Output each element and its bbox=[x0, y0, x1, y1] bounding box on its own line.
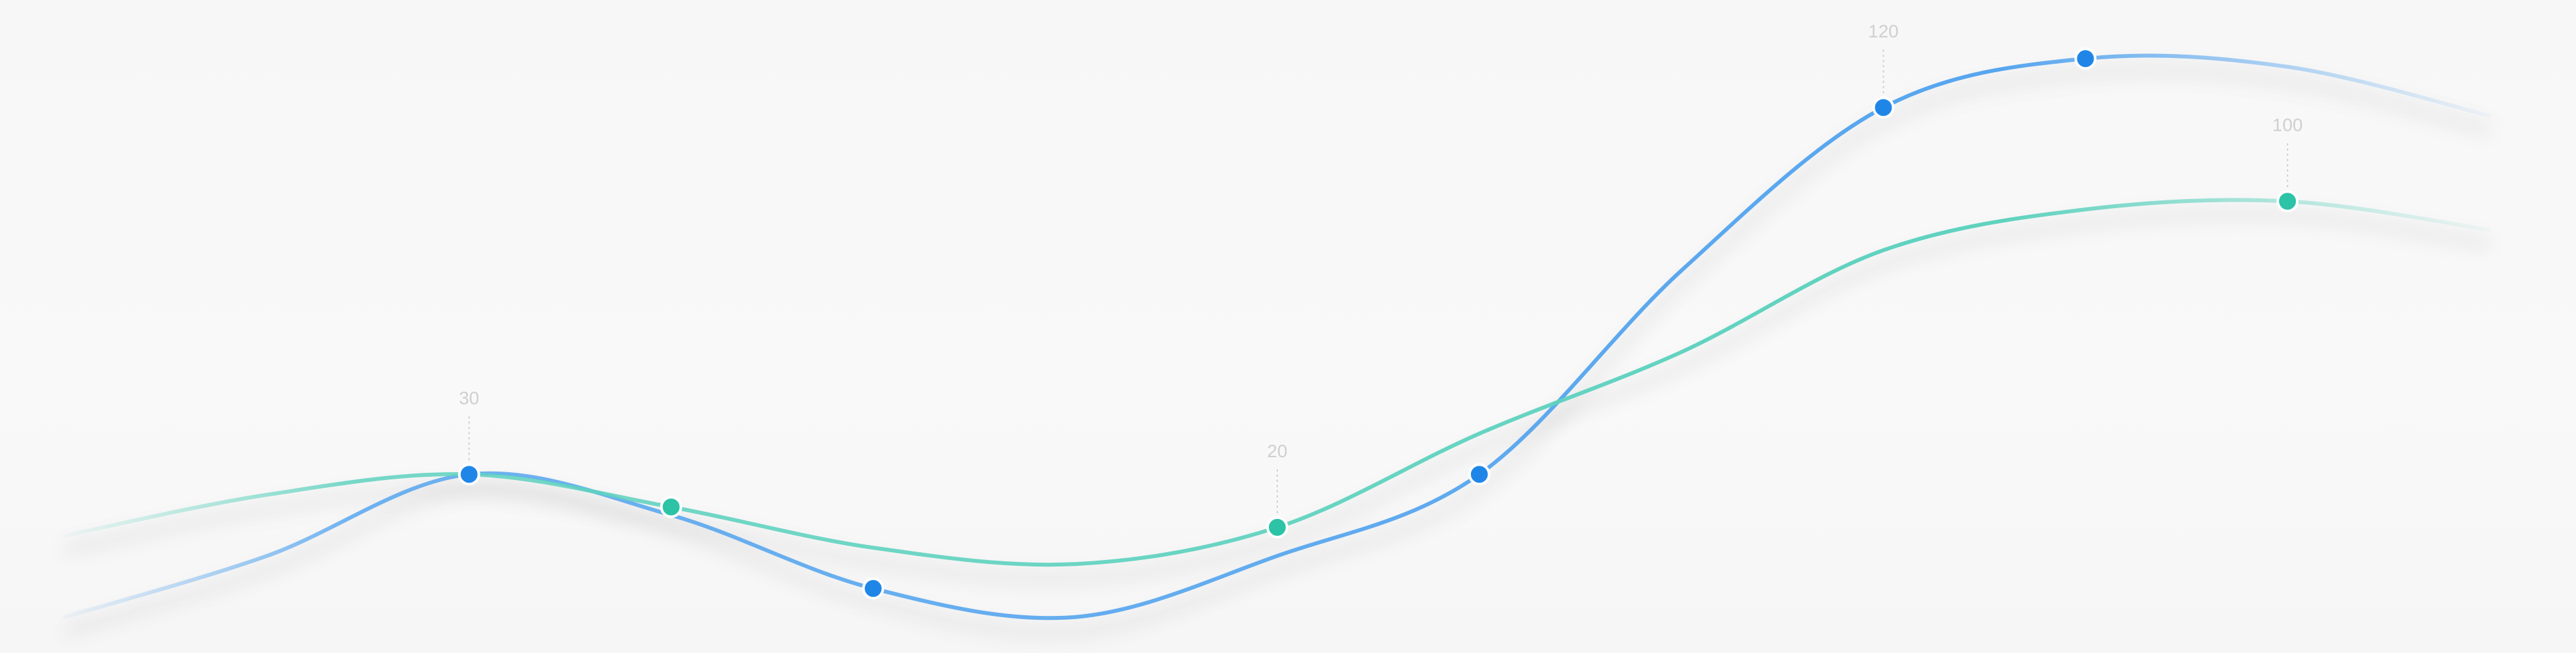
series-2-point-3[interactable] bbox=[660, 496, 683, 518]
series-1-point-4[interactable] bbox=[862, 577, 885, 600]
data-labels: 30 120 20 100 bbox=[459, 21, 2302, 460]
series-1-point-9[interactable] bbox=[1872, 96, 1895, 119]
series-2-point-11[interactable] bbox=[2276, 190, 2299, 213]
series-1-point-2[interactable] bbox=[458, 463, 480, 486]
series-2-shadow bbox=[64, 209, 2491, 585]
series-1-point-10[interactable] bbox=[2074, 47, 2097, 70]
series-1-data-label-9: 120 bbox=[1868, 21, 1899, 41]
series-2-data-label-6: 20 bbox=[1267, 441, 1287, 461]
data-points bbox=[458, 47, 2299, 600]
series-2-point-6[interactable] bbox=[1266, 516, 1288, 539]
series-2-data-label-11: 100 bbox=[2272, 114, 2303, 135]
series-1-data-label-2: 30 bbox=[459, 388, 479, 408]
series-1-shadow bbox=[63, 64, 2491, 638]
line-shadows bbox=[63, 64, 2491, 638]
label-leaders bbox=[468, 47, 2289, 513]
series-1-point-7[interactable] bbox=[1468, 463, 1490, 486]
series-2-line bbox=[63, 198, 2491, 567]
